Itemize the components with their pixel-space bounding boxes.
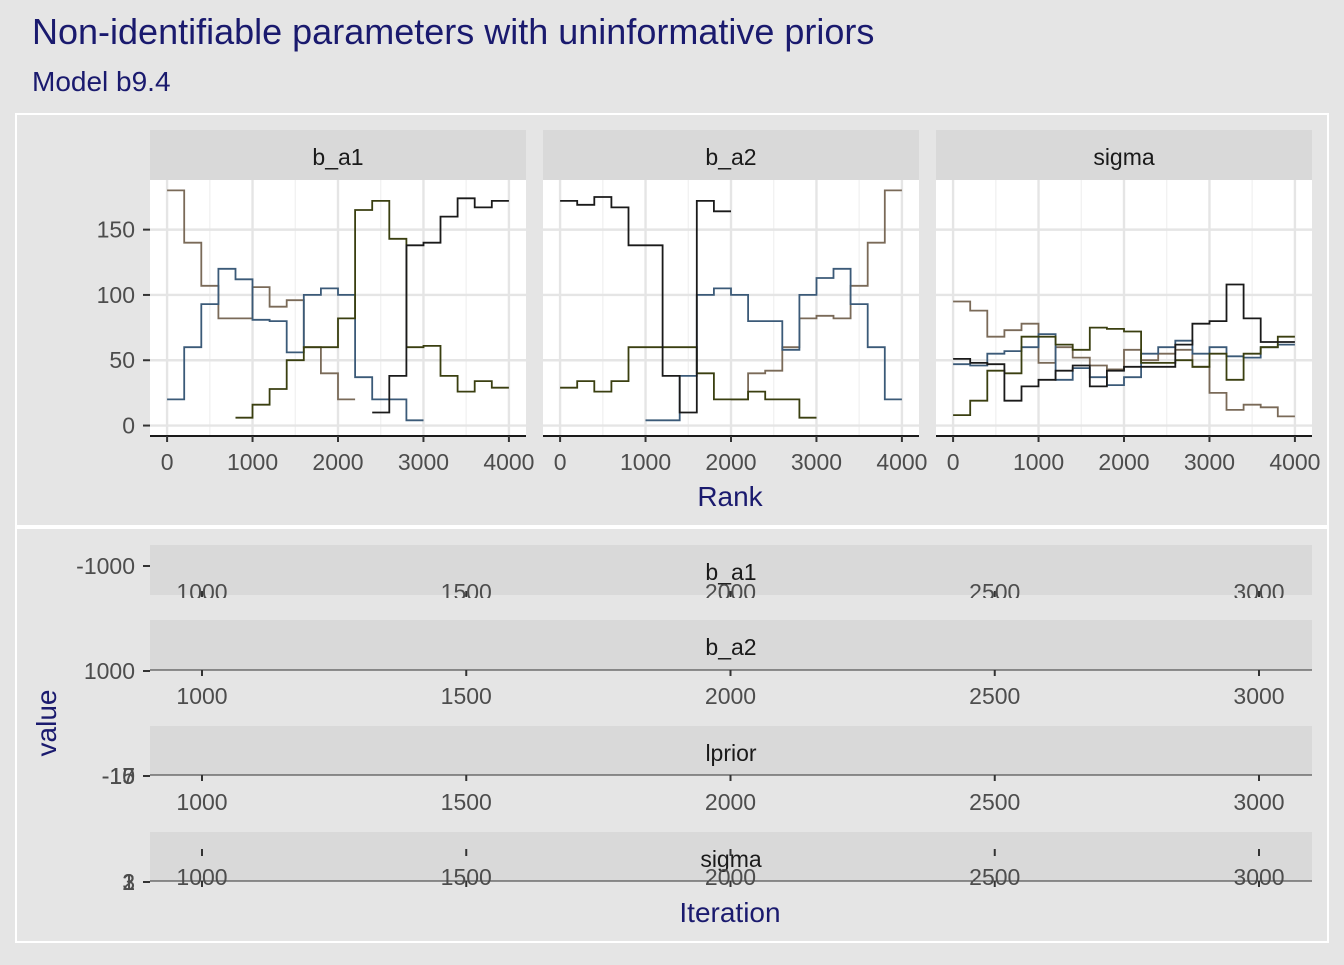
y-tick-label: 150: [97, 217, 135, 243]
facet-label-trace-lprior: lprior: [705, 740, 756, 766]
rank-step-b_a1-chain-1: [167, 189, 356, 401]
x-tick-label: 4000: [483, 449, 534, 475]
facet-strip-trace-b_a2: [150, 620, 1312, 670]
facet-strip-b_a2: [543, 130, 919, 180]
x-tick-label: 0: [947, 449, 960, 475]
y-axis-title-value: value: [31, 690, 62, 757]
y-tick-label-trace: -10: [102, 763, 135, 789]
rank-step-b_a2-chain-4: [560, 196, 731, 414]
rank-step-sigma-chain-2: [953, 333, 1295, 386]
x-tick-label-trace: 1500: [441, 683, 492, 709]
x-tick-label-trace: 2000: [705, 864, 756, 890]
x-tick-label: 1000: [1013, 449, 1064, 475]
x-tick-label-trace: 2500: [969, 789, 1020, 815]
facet-label-b_a1: b_a1: [312, 144, 363, 170]
x-tick-label-trace: 3000: [1233, 789, 1284, 815]
facet-label-trace-b_a1: b_a1: [705, 559, 756, 585]
x-tick-label-trace: 3000: [1233, 864, 1284, 890]
x-tick-label-trace: 1500: [441, 579, 492, 605]
facet-strip-trace-b_a1: [150, 545, 1312, 595]
x-tick-label-trace: 2000: [705, 789, 756, 815]
rank-step-b_a1-chain-2: [167, 267, 424, 422]
y-tick-label-trace: -1000: [76, 553, 135, 579]
x-tick-label-trace: 2000: [705, 579, 756, 605]
rank-step-b_a1-chain-4: [372, 197, 509, 414]
x-tick-label-trace: 1000: [176, 683, 227, 709]
x-tick-label-trace: 1500: [441, 789, 492, 815]
facet-label-sigma: sigma: [1093, 144, 1155, 170]
x-tick-label: 3000: [791, 449, 842, 475]
x-tick-label-trace: 1000: [176, 789, 227, 815]
facet-strip-b_a1: [150, 130, 526, 180]
x-axis-title-rank: Rank: [697, 481, 763, 512]
y-tick-label-trace: 1: [122, 869, 135, 895]
x-tick-label: 1000: [620, 449, 671, 475]
rank-step-b_a2-chain-1: [731, 189, 902, 401]
facet-label-trace-b_a2: b_a2: [705, 634, 756, 660]
rank-step-b_a1-chain-3: [235, 200, 509, 419]
x-tick-label-trace: 2500: [969, 864, 1020, 890]
y-tick-label-trace: 3: [122, 869, 135, 895]
trace-figure-border: [15, 527, 1329, 943]
y-tick-label: 0: [122, 413, 135, 439]
x-tick-label: 3000: [398, 449, 449, 475]
x-tick-label-trace: 3000: [1233, 683, 1284, 709]
x-tick-label: 4000: [876, 449, 927, 475]
facet-strip-trace-lprior: [150, 726, 1312, 775]
x-tick-label-trace: 1000: [176, 864, 227, 890]
x-tick-label: 2000: [705, 449, 756, 475]
y-tick-label-trace: 1000: [84, 658, 135, 684]
y-tick-label-trace: -17: [102, 763, 135, 789]
chart-subtitle: Model b9.4: [32, 66, 171, 97]
x-tick-label: 2000: [1098, 449, 1149, 475]
x-tick-label: 4000: [1269, 449, 1320, 475]
rank-step-sigma-chain-3: [953, 326, 1295, 416]
x-tick-label: 2000: [312, 449, 363, 475]
x-tick-label-trace: 2500: [969, 579, 1020, 605]
rank-step-sigma-chain-1: [953, 300, 1295, 418]
facet-strip-sigma: [936, 130, 1312, 180]
x-tick-label-trace: 2000: [705, 683, 756, 709]
x-tick-label: 0: [161, 449, 174, 475]
y-tick-label: 100: [97, 282, 135, 308]
rank-figure-border: [15, 113, 1329, 527]
x-tick-label: 1000: [227, 449, 278, 475]
x-tick-label-trace: 2500: [969, 683, 1020, 709]
x-tick-label: 3000: [1184, 449, 1235, 475]
x-tick-label-trace: 3000: [1233, 579, 1284, 605]
x-tick-label: 0: [554, 449, 567, 475]
x-tick-label-trace: 1000: [176, 579, 227, 605]
y-tick-label: 50: [109, 347, 135, 373]
x-tick-label-trace: 1500: [441, 864, 492, 890]
rank-step-sigma-chain-4: [953, 283, 1295, 402]
y-tick-label-trace: -15: [102, 763, 135, 789]
facet-strip-trace-sigma: [150, 832, 1312, 881]
facet-label-b_a2: b_a2: [705, 144, 756, 170]
chart-title: Non-identifiable parameters with uninfor…: [32, 11, 874, 52]
x-axis-title-iteration: Iteration: [679, 897, 780, 928]
y-tick-label-trace: 2: [122, 869, 135, 895]
